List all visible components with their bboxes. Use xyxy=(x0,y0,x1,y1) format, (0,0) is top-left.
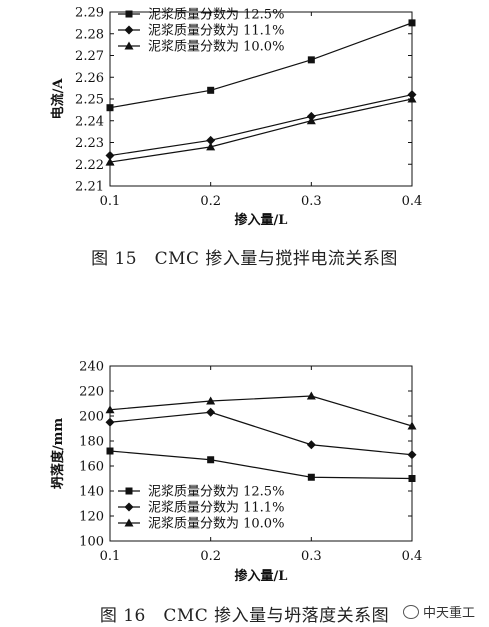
chart-2: 100 120 140 160 180 200 220 240 0.1 0.2 0.3 0.4 掺入量/… xyxy=(50,360,422,585)
y-tick-label: 2.27 xyxy=(75,49,104,64)
series-line-3 xyxy=(109,98,413,163)
legend-label-1: 泥浆质量分数为 12.5% xyxy=(148,8,284,23)
y-tick-label: 2.28 xyxy=(75,27,104,42)
legend-marker-3 xyxy=(124,518,134,527)
y-tick-label: 2.23 xyxy=(75,136,104,151)
y-tick-label: 240 xyxy=(79,360,104,375)
y-tick-label: 160 xyxy=(79,460,104,475)
figure-15-caption: 图 15 CMC 掺入量与搅拌电流关系图 xyxy=(91,249,398,269)
data-point-s1-3 xyxy=(307,56,315,64)
series-line-2 xyxy=(109,94,413,157)
y-tick-label: 2.29 xyxy=(75,6,104,21)
x-tick-label: 0.3 xyxy=(301,194,322,209)
legend-marker-3 xyxy=(124,41,134,50)
data-point-s1-2 xyxy=(207,86,215,94)
data-point-s2-3 xyxy=(306,440,316,450)
data-point-s1-1 xyxy=(106,447,114,455)
data-point-s3-1 xyxy=(105,405,115,414)
legend-marker-2 xyxy=(124,25,134,35)
data-point-s3-2 xyxy=(206,396,216,405)
x-tick-label: 0.1 xyxy=(100,549,121,564)
data-point-s1-4 xyxy=(408,475,416,482)
data-point-s1-3 xyxy=(307,473,315,481)
data-point-s1-1 xyxy=(106,104,114,112)
data-point-s3-4 xyxy=(407,421,417,430)
legend-marker-2 xyxy=(124,502,134,512)
x-axis-title: 掺入量/L xyxy=(235,212,288,228)
data-point-s3-3 xyxy=(306,116,316,125)
y-tick-label: 2.25 xyxy=(75,93,104,108)
y-tick-label: 2.22 xyxy=(75,158,104,173)
chart-1: 2.21 2.22 2.23 2.24 2.25 2.26 2.27 2.28 2.29 0.1 0… xyxy=(50,6,422,229)
data-point-s3-4 xyxy=(407,94,417,103)
data-point-s2-1 xyxy=(105,417,115,427)
series-line-2 xyxy=(109,411,413,456)
legend-marker-1 xyxy=(125,10,133,18)
wechat-icon xyxy=(402,604,419,619)
data-point-s3-2 xyxy=(206,142,216,151)
y-tick-label: 2.21 xyxy=(75,180,104,195)
y-tick-label: 2.26 xyxy=(75,71,104,86)
y-tick-label: 180 xyxy=(79,435,104,450)
x-tick-label: 0.4 xyxy=(402,549,423,564)
y-axis-title: 电流/A xyxy=(50,78,66,120)
y-tick-label: 2.24 xyxy=(75,114,104,129)
x-tick-label: 0.1 xyxy=(100,194,121,209)
y-tick-label: 200 xyxy=(79,410,104,425)
y-tick-label: 140 xyxy=(79,485,104,500)
series-line-1 xyxy=(109,22,413,109)
legend-label-2: 泥浆质量分数为 11.1% xyxy=(148,501,284,516)
x-tick-label: 0.2 xyxy=(200,549,221,564)
x-tick-label: 0.2 xyxy=(200,194,221,209)
data-point-s2-2 xyxy=(206,407,216,417)
watermark: 中天重工 xyxy=(402,602,475,621)
data-point-s2-4 xyxy=(407,450,417,460)
data-point-s1-4 xyxy=(408,19,416,27)
y-tick-label: 100 xyxy=(79,535,104,550)
y-axis-title: 坍落度/mm xyxy=(50,418,66,490)
figure-16-caption: 图 16 CMC 掺入量与坍落度关系图 xyxy=(99,606,390,626)
x-tick-label: 0.3 xyxy=(301,549,322,564)
data-point-s1-2 xyxy=(207,456,215,464)
y-tick-label: 120 xyxy=(79,510,104,525)
watermark-text: 中天重工 xyxy=(422,606,475,621)
data-point-s3-3 xyxy=(306,391,316,400)
legend-label-2: 泥浆质量分数为 11.1% xyxy=(148,24,284,39)
series-line-1 xyxy=(109,450,413,480)
legend-label-3: 泥浆质量分数为 10.0% xyxy=(148,40,284,55)
legend-label-3: 泥浆质量分数为 10.0% xyxy=(148,517,284,532)
x-axis-title: 掺入量/L xyxy=(235,568,288,584)
data-point-s2-2 xyxy=(206,135,216,145)
x-tick-label: 0.4 xyxy=(402,194,423,209)
data-point-s2-1 xyxy=(105,151,115,161)
legend-label-1: 泥浆质量分数为 12.5% xyxy=(148,485,284,500)
data-point-s3-1 xyxy=(105,157,115,166)
series-line-3 xyxy=(109,395,413,427)
legend-marker-1 xyxy=(125,487,133,495)
y-tick-label: 220 xyxy=(79,385,104,400)
